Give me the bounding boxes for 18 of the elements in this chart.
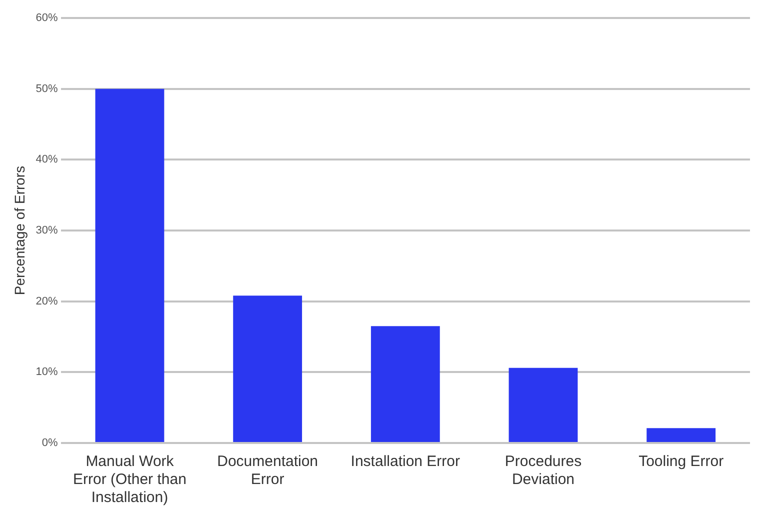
x-tick-label: Procedures Deviation [504,453,582,488]
y-tick-label: 60% [36,12,58,24]
y-tick-label: 20% [36,295,58,308]
bar [370,326,440,442]
bar [95,88,164,442]
y-tick-label: 0% [42,437,58,450]
y-tick-label: 30% [36,224,58,237]
x-tick-label: Documentation Error [217,453,318,488]
y-tick-label: 50% [36,82,58,95]
bar [646,428,716,442]
x-tick-label: Installation Error [350,453,460,470]
x-tick-label: Manual Work Error (Other than Installation) [73,453,186,506]
bar [508,368,578,442]
x-tick-label: Tooling Error [638,453,724,470]
bar [233,296,302,442]
y-tick-label: 40% [36,154,58,166]
y-axis-title: Percentage of Errors [11,166,28,296]
y-tick-label: 10% [36,366,58,378]
